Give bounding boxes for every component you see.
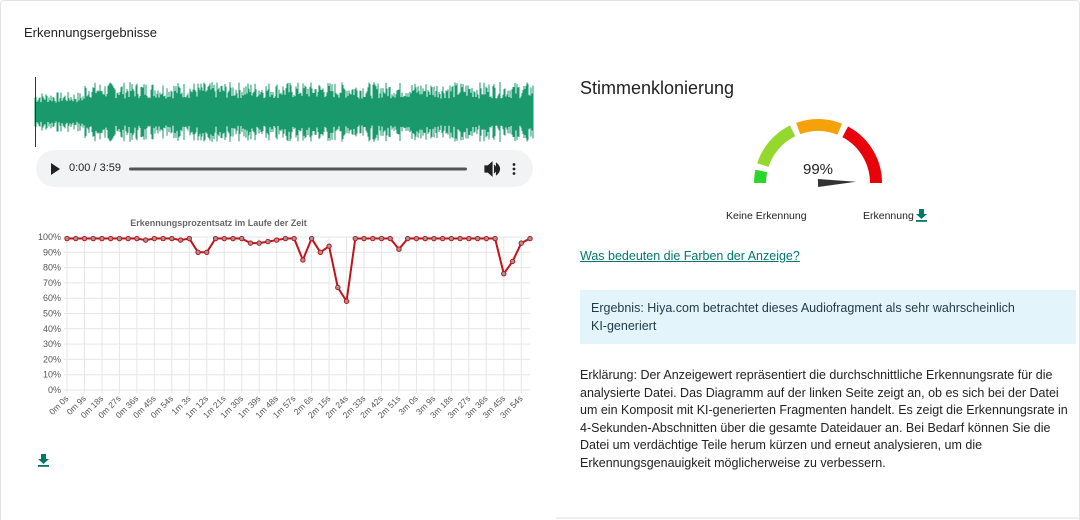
data-point — [396, 246, 402, 252]
y-tick-label: 80% — [43, 263, 61, 273]
gauge-segment — [842, 126, 882, 184]
y-tick-label: 50% — [43, 309, 61, 319]
panel-title: Stimmenklonierung — [580, 78, 735, 98]
y-tick-label: 70% — [43, 278, 61, 288]
data-point — [343, 298, 350, 304]
y-tick-label: 40% — [43, 324, 61, 334]
data-point — [448, 235, 455, 242]
y-tick-label: 100% — [38, 232, 61, 242]
data-point — [81, 235, 88, 242]
data-point — [422, 235, 428, 242]
header-title: Erkennungsergebnisse — [24, 25, 157, 40]
data-point — [64, 235, 70, 242]
data-point — [474, 235, 481, 242]
download-icon[interactable] — [38, 454, 49, 467]
data-point — [99, 235, 105, 242]
gauge-max-label: Erkennung — [863, 210, 914, 222]
data-point — [204, 249, 210, 256]
download-icon[interactable] — [916, 209, 927, 222]
data-point — [186, 235, 193, 242]
data-point — [300, 257, 306, 263]
data-point — [151, 235, 158, 242]
explanation: Erklärung: Der Anzeigewert repräsentiert… — [580, 368, 1068, 470]
gauge-segment — [757, 125, 796, 168]
data-point — [282, 235, 289, 242]
y-tick-label: 60% — [43, 293, 61, 303]
y-tick-label: 20% — [43, 354, 61, 364]
data-point — [326, 243, 332, 249]
data-point — [431, 235, 437, 242]
y-tick-label: 0% — [48, 385, 61, 395]
data-point — [492, 235, 498, 242]
progress-bar[interactable] — [129, 167, 467, 171]
data-point — [256, 240, 262, 246]
play-button[interactable] — [51, 163, 60, 175]
data-point — [90, 235, 96, 242]
gauge-min-label: Keine Erkennung — [726, 210, 807, 222]
data-point — [466, 235, 472, 242]
gauge-needle — [817, 179, 856, 187]
data-point — [378, 235, 385, 242]
data-point — [125, 235, 131, 242]
gauge-segment — [754, 169, 768, 184]
data-point — [239, 235, 245, 242]
data-point — [370, 235, 376, 242]
audio-time: 0:00 / 3:59 — [69, 162, 121, 174]
y-tick-label: 30% — [43, 339, 61, 349]
data-point — [230, 235, 236, 242]
data-point — [169, 235, 175, 242]
data-point — [265, 238, 271, 245]
data-point — [352, 235, 358, 242]
data-point — [527, 235, 533, 242]
menu-button[interactable] — [512, 163, 516, 175]
data-point — [116, 235, 123, 242]
data-point — [142, 237, 149, 243]
data-point — [509, 258, 516, 265]
data-point — [177, 237, 184, 243]
chart-title: Erkennungsprozentsatz im Laufe der Zeit — [130, 218, 307, 228]
data-point — [457, 235, 463, 242]
data-point — [335, 284, 341, 291]
data-point — [221, 235, 227, 242]
data-point — [73, 235, 79, 242]
result-box: Ergebnis: Hiya.com betrachtet dieses Aud… — [580, 290, 1076, 344]
volume-button[interactable] — [484, 161, 501, 177]
data-point — [134, 235, 140, 242]
data-point — [273, 237, 280, 243]
data-point — [107, 235, 114, 242]
data-point — [483, 235, 490, 242]
data-point — [212, 235, 219, 242]
waveform — [34, 82, 534, 142]
data-point — [247, 240, 254, 246]
gauge-value: 99% — [803, 161, 833, 178]
data-point — [317, 249, 324, 256]
data-point — [387, 235, 393, 242]
data-point — [404, 235, 411, 242]
data-point — [361, 235, 367, 242]
data-point — [308, 235, 315, 242]
y-tick-label: 10% — [43, 370, 61, 380]
data-point — [195, 249, 201, 256]
info-link[interactable]: Was bedeuten die Farben der Anzeige? — [580, 249, 800, 263]
gauge-segment — [796, 119, 842, 135]
y-tick-label: 90% — [43, 247, 61, 257]
data-point — [413, 235, 420, 242]
data-point — [291, 235, 297, 242]
data-point — [518, 240, 524, 246]
data-point — [439, 235, 446, 242]
data-point — [160, 235, 166, 242]
data-point — [501, 271, 507, 277]
